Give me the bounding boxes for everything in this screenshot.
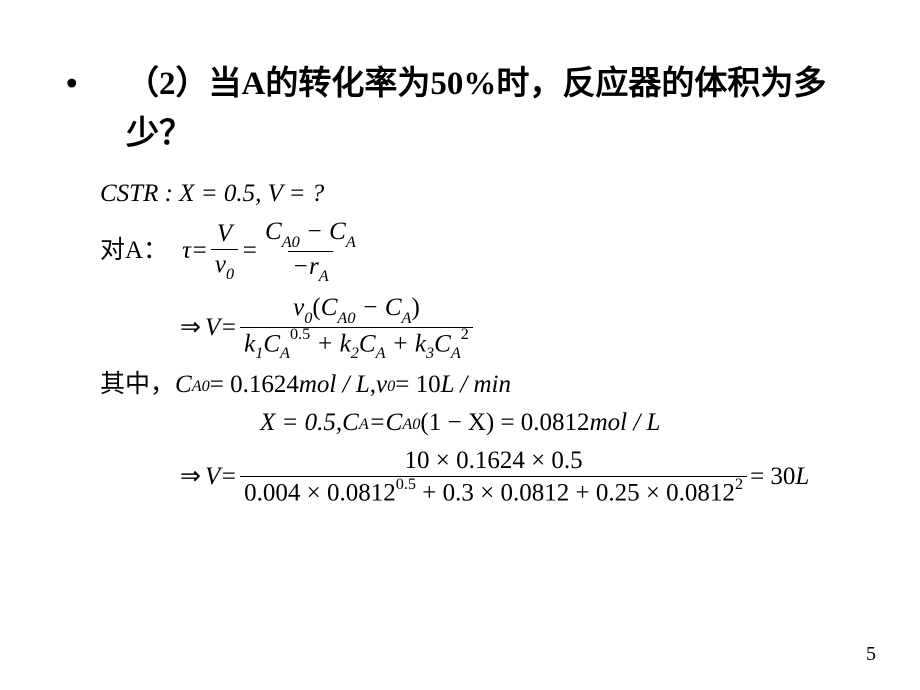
eq3-frac: v0(CA0 − CA) k1CA0.5 + k2CA + k3CA2 [240, 293, 473, 362]
eq3-den: k1CA0.5 + k2CA + k3CA2 [240, 327, 473, 363]
eq6-unit: L [795, 462, 809, 492]
eq-volume-symbolic: ⇒ V = v0(CA0 − CA) k1CA0.5 + k2CA + k3CA… [180, 293, 860, 362]
eq2-f2-den: −rA [288, 251, 333, 286]
eq6-arrow: ⇒ [180, 462, 201, 492]
slide: • （2）当A的转化率为50%时，反应器的体积为多少？ CSTR : X = 0… [0, 0, 920, 690]
eq3-eq: = [220, 313, 237, 343]
bullet-marker: • [60, 60, 126, 159]
eq2-f1-num: V [213, 219, 236, 249]
eq2-f1-den: v0 [211, 249, 238, 284]
eq3-arrow: ⇒ [180, 313, 201, 343]
eq6-eq: = [220, 462, 237, 492]
bullet-question: • （2）当A的转化率为50%时，反应器的体积为多少？ [60, 60, 860, 159]
eq2-frac1: V v0 [211, 219, 238, 284]
eq2-eq2: = [241, 236, 258, 266]
eq4-prefix: 其中， [100, 370, 175, 400]
eq6-frac: 10 × 0.1624 × 0.5 0.004 × 0.08120.5 + 0.… [240, 446, 747, 508]
eq2-frac2: CA0 − CA −rA [261, 217, 360, 285]
eq1-text: CSTR : X = 0.5, V = ? [100, 179, 324, 209]
eq2-tau: τ [182, 236, 191, 266]
bullet-text: （2）当A的转化率为50%时，反应器的体积为多少？ [126, 60, 860, 159]
eq6-V: V [205, 462, 220, 492]
eq2-eq1: = [191, 236, 208, 266]
eq-conversion-calc: X = 0.5, CA = CA0 (1 − X) = 0.0812mol / … [260, 408, 860, 438]
math-derivation: CSTR : X = 0.5, V = ? 对A： τ = V v0 = CA0… [100, 179, 860, 509]
eq6-result: = 30 [750, 462, 795, 492]
eq6-num: 10 × 0.1624 × 0.5 [400, 446, 586, 476]
page-number: 5 [866, 643, 876, 666]
eq3-V: V [205, 313, 220, 343]
eq-volume-numeric: ⇒ V = 10 × 0.1624 × 0.5 0.004 × 0.08120.… [180, 446, 860, 508]
eq2-prefix: 对A： [100, 236, 168, 266]
eq-tau-definition: 对A： τ = V v0 = CA0 − CA −rA [100, 217, 860, 285]
eq-given-values: 其中， CA0 = 0.1624mol / L, v0 = 10L / min [100, 370, 860, 400]
eq6-den: 0.004 × 0.08120.5 + 0.3 × 0.0812 + 0.25 … [240, 476, 747, 508]
eq2-f2-num: CA0 − CA [261, 217, 360, 251]
eq3-num: v0(CA0 − CA) [289, 293, 424, 327]
eq-cstr-given: CSTR : X = 0.5, V = ? [100, 179, 860, 209]
